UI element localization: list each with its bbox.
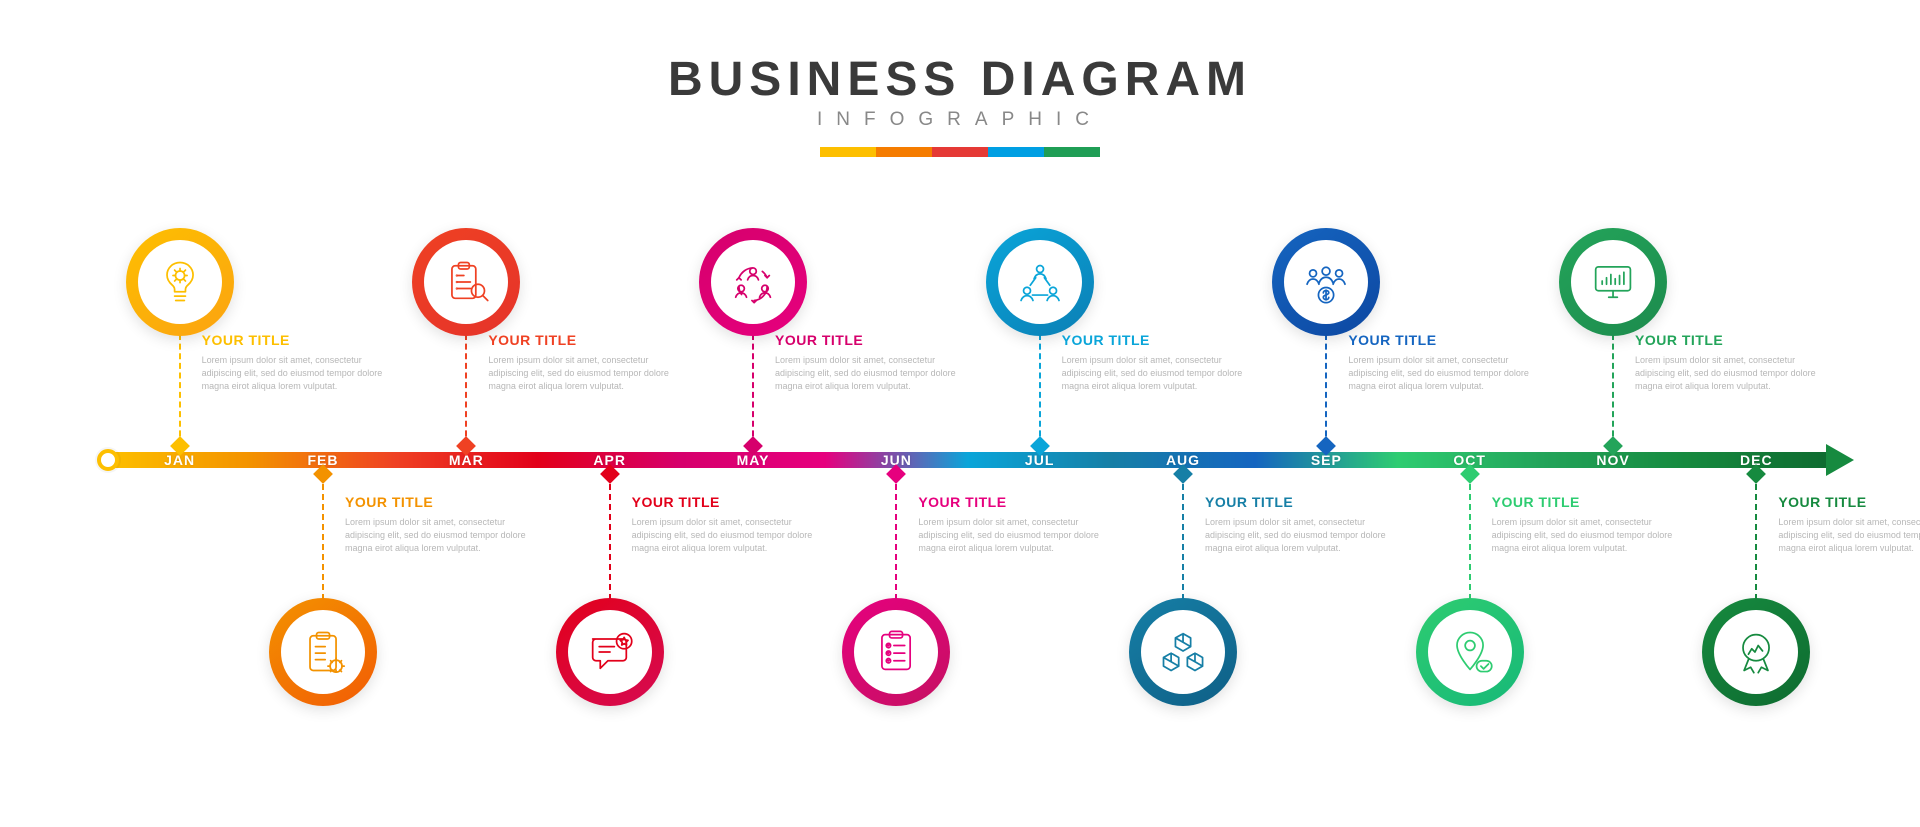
timeline-node-mar bbox=[412, 228, 520, 336]
timeline-node-oct bbox=[1416, 598, 1524, 706]
award-chart-icon bbox=[1714, 610, 1798, 694]
timeline-arrowhead bbox=[1826, 444, 1854, 476]
timeline-title: YOUR TITLE bbox=[345, 494, 545, 510]
timeline-title: YOUR TITLE bbox=[918, 494, 1118, 510]
timeline-connector bbox=[465, 334, 467, 446]
timeline-title: YOUR TITLE bbox=[1062, 332, 1262, 348]
timeline-body: Lorem ipsum dolor sit amet, consectetur … bbox=[775, 354, 975, 393]
timeline-connector bbox=[1612, 334, 1614, 446]
timeline-connector bbox=[1039, 334, 1041, 446]
timeline-node-jan bbox=[126, 228, 234, 336]
timeline-body: Lorem ipsum dolor sit amet, consectetur … bbox=[202, 354, 402, 393]
timeline-body: Lorem ipsum dolor sit amet, consectetur … bbox=[632, 516, 832, 555]
timeline-body: Lorem ipsum dolor sit amet, consectetur … bbox=[1062, 354, 1262, 393]
timeline-body: Lorem ipsum dolor sit amet, consectetur … bbox=[1492, 516, 1692, 555]
timeline-connector bbox=[179, 334, 181, 446]
timeline-title: YOUR TITLE bbox=[1205, 494, 1405, 510]
timeline-body: Lorem ipsum dolor sit amet, consectetur … bbox=[345, 516, 545, 555]
timeline-body: Lorem ipsum dolor sit amet, consectetur … bbox=[488, 354, 688, 393]
timeline-text-jan: YOUR TITLE Lorem ipsum dolor sit amet, co… bbox=[202, 332, 402, 393]
timeline-connector bbox=[752, 334, 754, 446]
timeline-body: Lorem ipsum dolor sit amet, consectetur … bbox=[918, 516, 1118, 555]
timeline-text-aug: YOUR TITLE Lorem ipsum dolor sit amet, co… bbox=[1205, 494, 1405, 555]
location-check-icon bbox=[1428, 610, 1512, 694]
timeline-title: YOUR TITLE bbox=[488, 332, 688, 348]
monitor-chart-icon bbox=[1571, 240, 1655, 324]
timeline-node-sep bbox=[1272, 228, 1380, 336]
timeline-bar bbox=[108, 452, 1828, 468]
timeline-node-dec bbox=[1702, 598, 1810, 706]
timeline-text-mar: YOUR TITLE Lorem ipsum dolor sit amet, co… bbox=[488, 332, 688, 393]
timeline-text-jul: YOUR TITLE Lorem ipsum dolor sit amet, co… bbox=[1062, 332, 1262, 393]
timeline-title: YOUR TITLE bbox=[1778, 494, 1920, 510]
timeline-connector bbox=[1325, 334, 1327, 446]
team-money-icon bbox=[1284, 240, 1368, 324]
timeline-node-nov bbox=[1559, 228, 1667, 336]
timeline-connector bbox=[1182, 474, 1184, 600]
team-cycle-icon bbox=[711, 240, 795, 324]
timeline-body: Lorem ipsum dolor sit amet, consectetur … bbox=[1778, 516, 1920, 555]
timeline-connector bbox=[1469, 474, 1471, 600]
timeline-text-jun: YOUR TITLE Lorem ipsum dolor sit amet, co… bbox=[918, 494, 1118, 555]
clipboard-gear-icon bbox=[281, 610, 365, 694]
timeline-title: YOUR TITLE bbox=[1348, 332, 1548, 348]
team-network-icon bbox=[998, 240, 1082, 324]
timeline-text-may: YOUR TITLE Lorem ipsum dolor sit amet, co… bbox=[775, 332, 975, 393]
timeline-node-may bbox=[699, 228, 807, 336]
timeline-body: Lorem ipsum dolor sit amet, consectetur … bbox=[1348, 354, 1548, 393]
timeline-text-dec: YOUR TITLE Lorem ipsum dolor sit amet, co… bbox=[1778, 494, 1920, 555]
timeline-node-feb bbox=[269, 598, 377, 706]
checklist-icon bbox=[854, 610, 938, 694]
timeline-text-oct: YOUR TITLE Lorem ipsum dolor sit amet, co… bbox=[1492, 494, 1692, 555]
timeline-title: YOUR TITLE bbox=[202, 332, 402, 348]
timeline-text-apr: YOUR TITLE Lorem ipsum dolor sit amet, co… bbox=[632, 494, 832, 555]
timeline-connector bbox=[1755, 474, 1757, 600]
clipboard-search-icon bbox=[424, 240, 508, 324]
timeline-node-jun bbox=[842, 598, 950, 706]
timeline-start-knob bbox=[97, 449, 119, 471]
timeline-node-jul bbox=[986, 228, 1094, 336]
timeline-title: YOUR TITLE bbox=[1492, 494, 1692, 510]
timeline-node-apr bbox=[556, 598, 664, 706]
timeline-node-aug bbox=[1129, 598, 1237, 706]
timeline-connector bbox=[895, 474, 897, 600]
timeline-title: YOUR TITLE bbox=[1635, 332, 1835, 348]
timeline-body: Lorem ipsum dolor sit amet, consectetur … bbox=[1205, 516, 1405, 555]
timeline-title: YOUR TITLE bbox=[632, 494, 832, 510]
timeline-text-nov: YOUR TITLE Lorem ipsum dolor sit amet, co… bbox=[1635, 332, 1835, 393]
timeline-text-sep: YOUR TITLE Lorem ipsum dolor sit amet, co… bbox=[1348, 332, 1548, 393]
timeline-body: Lorem ipsum dolor sit amet, consectetur … bbox=[1635, 354, 1835, 393]
timeline-text-feb: YOUR TITLE Lorem ipsum dolor sit amet, co… bbox=[345, 494, 545, 555]
lightbulb-gear-icon bbox=[138, 240, 222, 324]
timeline-stage: JAN YOUR TITLELorem ipsum dolor sit amet… bbox=[0, 0, 1920, 827]
timeline-title: YOUR TITLE bbox=[775, 332, 975, 348]
cubes-icon bbox=[1141, 610, 1225, 694]
timeline-connector bbox=[322, 474, 324, 600]
chat-star-icon bbox=[568, 610, 652, 694]
timeline-connector bbox=[609, 474, 611, 600]
